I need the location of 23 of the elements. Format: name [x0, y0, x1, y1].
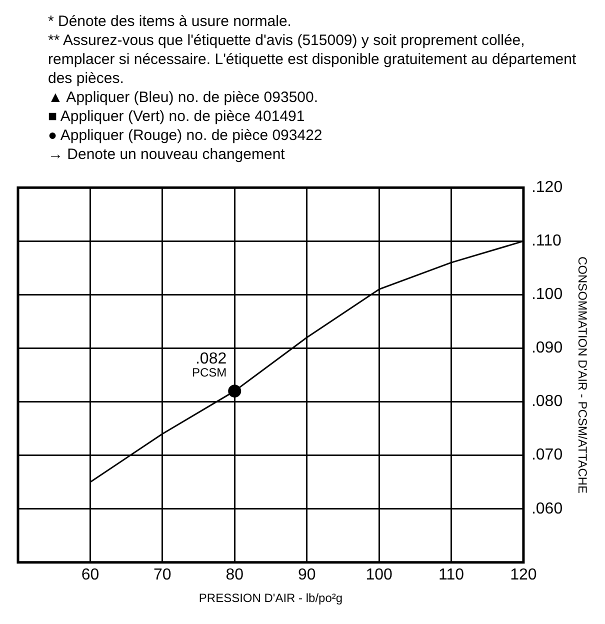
y-tick-label: .060: [531, 500, 563, 518]
x-tick-label: 70: [154, 566, 172, 584]
y-tick-label: .120: [531, 179, 563, 196]
text: ** Assurez-vous que l'étiquette d'avis (515009) y soit proprement collée, remplacer si nécessaire. L'étiquette est disponible gratuitement au département des pièces.: [48, 31, 578, 88]
x-tick-label: 120: [510, 566, 537, 584]
text: ● Appliquer (Rouge) no. de pièce 093422: [48, 126, 324, 145]
y-tick-label: .090: [531, 340, 563, 357]
x-axis-title: PRESSION D'AIR - lb/po²g: [198, 591, 343, 606]
x-tick-label: 110: [438, 566, 464, 584]
text: ▲ Appliquer (Bleu) no. de pièce 093500.: [48, 88, 320, 107]
text: ■ Appliquer (Vert) no. de pièce 401491: [48, 107, 306, 126]
annotation: .082 PCSM: [192, 350, 227, 380]
x-tick-label: 80: [226, 566, 244, 584]
text: * Dénote des items à usure normale.: [48, 12, 292, 31]
x-tick-label: 100: [366, 566, 392, 584]
y-tick-label: .100: [531, 286, 563, 304]
x-tick-label: 90: [298, 566, 316, 584]
y-tick-label: .070: [531, 446, 563, 464]
y-tick-label: .080: [531, 393, 563, 410]
y-tick-label: .110: [531, 232, 562, 250]
x-tick-label: 60: [81, 566, 100, 584]
text: → Denote un nouveau changement: [48, 145, 286, 164]
y-axis-title: CONSOMMATION D'AIR - PCSM/ATTACHE: [575, 256, 590, 494]
